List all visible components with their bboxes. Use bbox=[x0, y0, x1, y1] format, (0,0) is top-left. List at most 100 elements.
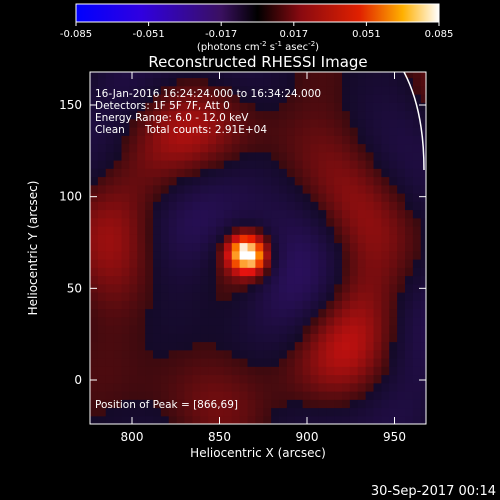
heatmap-cell bbox=[216, 275, 225, 285]
heatmap-cell bbox=[286, 127, 296, 136]
heatmap-cell bbox=[263, 374, 272, 384]
heatmap-cell bbox=[412, 77, 422, 87]
heatmap-cell bbox=[231, 102, 241, 112]
heatmap-cell bbox=[326, 259, 335, 268]
heatmap-cell bbox=[349, 415, 359, 424]
heatmap-cell bbox=[97, 250, 107, 260]
heatmap-cell bbox=[357, 333, 367, 343]
heatmap-cell bbox=[216, 242, 225, 252]
heatmap-cell bbox=[310, 226, 319, 235]
heatmap-cell bbox=[255, 85, 264, 95]
heatmap-cell bbox=[342, 160, 351, 169]
heatmap-cell bbox=[208, 72, 217, 79]
heatmap-image bbox=[90, 72, 426, 424]
heatmap-cell bbox=[412, 127, 422, 136]
heatmap-cell bbox=[334, 193, 343, 202]
heatmap-cell bbox=[263, 102, 272, 112]
heatmap-cell bbox=[263, 415, 272, 424]
heatmap-cell bbox=[357, 193, 367, 202]
heatmap-cell bbox=[192, 85, 201, 95]
heatmap-cell bbox=[357, 110, 367, 120]
heatmap-cell bbox=[381, 407, 390, 417]
heatmap-cell bbox=[342, 135, 351, 145]
heatmap-cell bbox=[137, 333, 146, 343]
heatmap-cell bbox=[153, 160, 162, 169]
heatmap-cell bbox=[365, 374, 375, 384]
heatmap-cell bbox=[420, 118, 426, 128]
heatmap-cell bbox=[381, 102, 390, 112]
heatmap-cell bbox=[223, 72, 233, 79]
heatmap-cell bbox=[160, 151, 170, 161]
heatmap-cell bbox=[208, 366, 217, 376]
heatmap-cell bbox=[334, 184, 343, 194]
heatmap-cell bbox=[121, 94, 130, 103]
heatmap-cell bbox=[397, 226, 406, 235]
heatmap-cell bbox=[168, 267, 178, 277]
heatmap-cell bbox=[334, 415, 343, 424]
heatmap-cell bbox=[231, 226, 241, 235]
heatmap-cell bbox=[176, 259, 186, 268]
heatmap-cell bbox=[105, 283, 115, 293]
heatmap-cell bbox=[208, 217, 217, 227]
heatmap-cell bbox=[271, 226, 280, 235]
heatmap-cell bbox=[223, 300, 233, 310]
heatmap-cell bbox=[216, 77, 225, 87]
heatmap-cell bbox=[420, 349, 426, 359]
heatmap-cell bbox=[97, 72, 107, 79]
heatmap-cell bbox=[286, 176, 296, 186]
heatmap-cell bbox=[405, 399, 414, 409]
heatmap-cell bbox=[334, 143, 343, 153]
heatmap-cell bbox=[302, 127, 312, 136]
heatmap-cell bbox=[310, 341, 319, 351]
heatmap-cell bbox=[160, 325, 170, 334]
heatmap-cell bbox=[286, 358, 296, 367]
heatmap-cell bbox=[412, 94, 422, 103]
heatmap-cell bbox=[286, 275, 296, 285]
heatmap-cell bbox=[397, 234, 406, 244]
heatmap-cell bbox=[365, 127, 375, 136]
heatmap-cell bbox=[271, 135, 280, 145]
heatmap-cell bbox=[247, 110, 256, 120]
heatmap-cell bbox=[381, 135, 390, 145]
heatmap-cell bbox=[192, 110, 201, 120]
heatmap-cell bbox=[121, 325, 130, 334]
heatmap-cell bbox=[279, 217, 288, 227]
heatmap-cell bbox=[239, 72, 249, 79]
heatmap-cell bbox=[271, 292, 280, 301]
heatmap-cell bbox=[239, 382, 249, 392]
heatmap-cell bbox=[310, 168, 319, 178]
heatmap-cell bbox=[231, 374, 241, 384]
heatmap-cell bbox=[271, 341, 280, 351]
heatmap-cell bbox=[357, 143, 367, 153]
heatmap-cell bbox=[334, 316, 343, 326]
heatmap-cell bbox=[255, 94, 264, 103]
heatmap-cell bbox=[326, 234, 335, 244]
heatmap-cell bbox=[216, 72, 225, 79]
heatmap-cell bbox=[239, 407, 249, 417]
heatmap-cell bbox=[420, 217, 426, 227]
heatmap-cell bbox=[302, 226, 312, 235]
heatmap-cell bbox=[231, 118, 241, 128]
heatmap-cell bbox=[326, 168, 335, 178]
heatmap-cell bbox=[255, 292, 264, 301]
heatmap-cell bbox=[216, 85, 225, 95]
heatmap-cell bbox=[105, 382, 115, 392]
heatmap-cell bbox=[97, 94, 107, 103]
heatmap-cell bbox=[263, 259, 272, 268]
heatmap-cell bbox=[397, 292, 406, 301]
heatmap-cell bbox=[97, 118, 107, 128]
heatmap-cell bbox=[279, 94, 288, 103]
heatmap-cell bbox=[405, 275, 414, 285]
heatmap-cell bbox=[137, 176, 146, 186]
heatmap-cell bbox=[153, 118, 162, 128]
heatmap-cell bbox=[247, 275, 256, 285]
heatmap-cell bbox=[168, 283, 178, 293]
heatmap-cell bbox=[168, 407, 178, 417]
heatmap-cell bbox=[176, 94, 186, 103]
heatmap-cell bbox=[216, 366, 225, 376]
heatmap-cell bbox=[302, 160, 312, 169]
heatmap-cell bbox=[420, 151, 426, 161]
heatmap-cell bbox=[381, 399, 390, 409]
heatmap-cell bbox=[105, 127, 115, 136]
heatmap-cell bbox=[381, 184, 390, 194]
